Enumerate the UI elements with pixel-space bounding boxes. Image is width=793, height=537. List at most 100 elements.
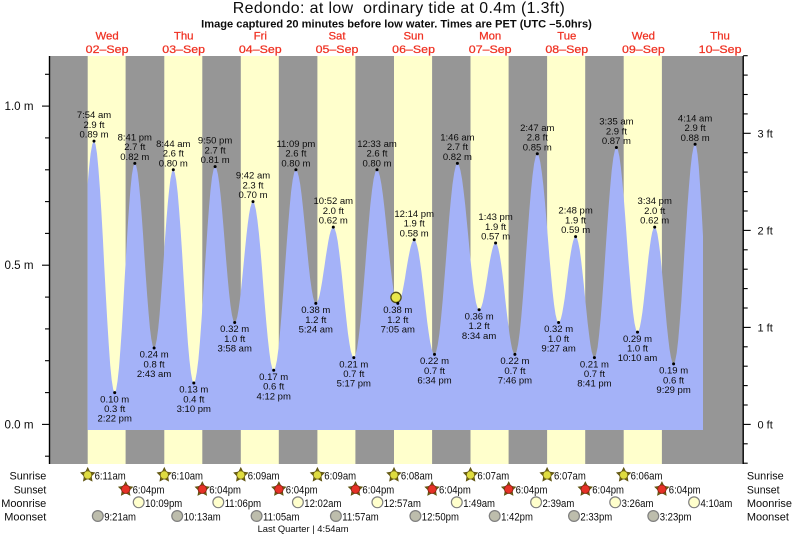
svg-text:6:08am: 6:08am [401, 470, 433, 482]
svg-text:0.29 m: 0.29 m [623, 334, 652, 345]
svg-text:10:52 am: 10:52 am [313, 196, 353, 207]
svg-text:9:29 pm: 9:29 pm [656, 385, 690, 396]
svg-text:7:05 am: 7:05 am [381, 325, 415, 336]
svg-text:0.85 m: 0.85 m [523, 142, 552, 153]
svg-text:2.7 ft: 2.7 ft [205, 145, 226, 156]
svg-text:8:41 pm: 8:41 pm [118, 133, 152, 144]
svg-text:6:10am: 6:10am [171, 470, 203, 482]
svg-text:4:12 pm: 4:12 pm [257, 391, 291, 402]
svg-text:1.0 ft: 1.0 ft [627, 344, 648, 355]
svg-text:0.70 m: 0.70 m [238, 190, 267, 201]
svg-text:6:09am: 6:09am [248, 470, 280, 482]
svg-text:0.58 m: 0.58 m [400, 228, 429, 239]
svg-text:6:04pm: 6:04pm [286, 485, 318, 497]
svg-text:Sunrise: Sunrise [747, 470, 784, 482]
svg-text:11:57am: 11:57am [342, 512, 378, 524]
svg-text:3:58 am: 3:58 am [218, 344, 252, 355]
svg-text:0.0 m: 0.0 m [5, 418, 34, 431]
svg-text:Tue: Tue [557, 31, 576, 43]
svg-text:Wed: Wed [95, 31, 118, 43]
svg-text:1.2 ft: 1.2 ft [387, 315, 408, 326]
svg-text:0.82 m: 0.82 m [443, 152, 472, 163]
svg-text:12:50pm: 12:50pm [422, 512, 459, 524]
svg-text:1:46 am: 1:46 am [440, 133, 474, 144]
svg-text:0.6 ft: 0.6 ft [663, 375, 684, 386]
svg-text:6:04pm: 6:04pm [669, 485, 701, 497]
svg-text:Moonrise: Moonrise [1, 498, 46, 510]
svg-text:6:11am: 6:11am [95, 470, 126, 482]
svg-text:6:07am: 6:07am [477, 470, 509, 482]
svg-text:0.80 m: 0.80 m [281, 158, 310, 169]
svg-text:Moonset: Moonset [747, 512, 790, 524]
svg-text:6:04pm: 6:04pm [133, 485, 165, 497]
svg-text:0.13 m: 0.13 m [179, 385, 208, 396]
svg-text:1:43 pm: 1:43 pm [478, 212, 512, 223]
svg-text:2.0 ft: 2.0 ft [323, 206, 344, 217]
svg-text:9:21am: 9:21am [104, 512, 136, 524]
svg-text:0.5 m: 0.5 m [5, 259, 34, 272]
svg-text:2:43 am: 2:43 am [137, 369, 171, 380]
svg-text:0.7 ft: 0.7 ft [424, 366, 445, 377]
svg-text:8:41 pm: 8:41 pm [577, 379, 611, 390]
svg-text:7:46 pm: 7:46 pm [498, 376, 532, 387]
svg-text:Sunset: Sunset [747, 485, 780, 497]
svg-text:12:57am: 12:57am [384, 498, 421, 510]
svg-text:2.7 ft: 2.7 ft [447, 142, 468, 153]
svg-text:0.32 m: 0.32 m [220, 324, 249, 335]
svg-text:Thu: Thu [710, 31, 730, 43]
svg-text:4:14 am: 4:14 am [678, 113, 712, 124]
svg-text:2:39am: 2:39am [543, 498, 575, 510]
svg-text:10:10 am: 10:10 am [618, 353, 658, 364]
svg-text:10:13am: 10:13am [184, 512, 221, 524]
svg-text:11:06pm: 11:06pm [225, 498, 261, 510]
svg-text:08–Sep: 08–Sep [545, 44, 588, 56]
svg-text:06–Sep: 06–Sep [392, 44, 435, 56]
svg-text:5:24 am: 5:24 am [299, 325, 333, 336]
svg-text:Last Quarter | 4:54am: Last Quarter | 4:54am [258, 524, 349, 534]
svg-text:Wed: Wed [632, 31, 655, 43]
svg-text:0.62 m: 0.62 m [319, 216, 348, 227]
svg-text:Sun: Sun [403, 31, 423, 43]
svg-text:0.21 m: 0.21 m [580, 359, 609, 370]
svg-text:6:04pm: 6:04pm [592, 485, 624, 497]
svg-text:11:09 pm: 11:09 pm [276, 139, 315, 150]
svg-text:0.3 ft: 0.3 ft [104, 404, 125, 415]
svg-text:3:26am: 3:26am [622, 498, 654, 510]
svg-text:6:04pm: 6:04pm [516, 485, 548, 497]
svg-text:5:17 pm: 5:17 pm [337, 379, 371, 390]
svg-text:0.21 m: 0.21 m [339, 359, 368, 370]
svg-text:2:33pm: 2:33pm [580, 512, 612, 524]
svg-text:6:09am: 6:09am [324, 470, 356, 482]
svg-text:0.7 ft: 0.7 ft [584, 369, 605, 380]
svg-text:2.9 ft: 2.9 ft [685, 123, 706, 134]
svg-text:9:27 am: 9:27 am [541, 344, 575, 355]
svg-text:0.10 m: 0.10 m [100, 394, 129, 405]
svg-text:0.36 m: 0.36 m [465, 312, 494, 323]
svg-text:9:42 am: 9:42 am [236, 171, 270, 182]
svg-text:6:34 pm: 6:34 pm [417, 376, 451, 387]
svg-text:3 ft: 3 ft [758, 128, 773, 140]
svg-text:Moonset: Moonset [4, 512, 47, 524]
svg-text:2.9 ft: 2.9 ft [83, 120, 104, 131]
svg-text:8:34 am: 8:34 am [462, 331, 496, 342]
svg-text:0.59 m: 0.59 m [561, 225, 590, 236]
svg-text:2.6 ft: 2.6 ft [163, 149, 184, 160]
svg-text:Sunset: Sunset [14, 485, 47, 497]
svg-text:9:50 pm: 9:50 pm [198, 136, 232, 147]
svg-text:12:02am: 12:02am [304, 498, 341, 510]
svg-text:0.4 ft: 0.4 ft [183, 394, 204, 405]
svg-text:0.6 ft: 0.6 ft [263, 382, 284, 393]
svg-text:0.24 m: 0.24 m [140, 350, 169, 361]
svg-text:7:54 am: 7:54 am [77, 110, 111, 121]
svg-text:0 ft: 0 ft [758, 419, 773, 431]
svg-text:1:42pm: 1:42pm [501, 512, 533, 524]
svg-text:3:34 pm: 3:34 pm [638, 196, 672, 207]
svg-text:2:48 pm: 2:48 pm [558, 206, 592, 217]
svg-text:Thu: Thu [174, 31, 194, 43]
svg-text:03–Sep: 03–Sep [162, 44, 205, 56]
svg-text:2.7 ft: 2.7 ft [124, 142, 145, 153]
svg-text:0.62 m: 0.62 m [640, 216, 669, 227]
svg-text:07–Sep: 07–Sep [469, 44, 512, 56]
svg-text:3:10 pm: 3:10 pm [177, 404, 211, 415]
svg-text:10:09pm: 10:09pm [145, 498, 182, 510]
